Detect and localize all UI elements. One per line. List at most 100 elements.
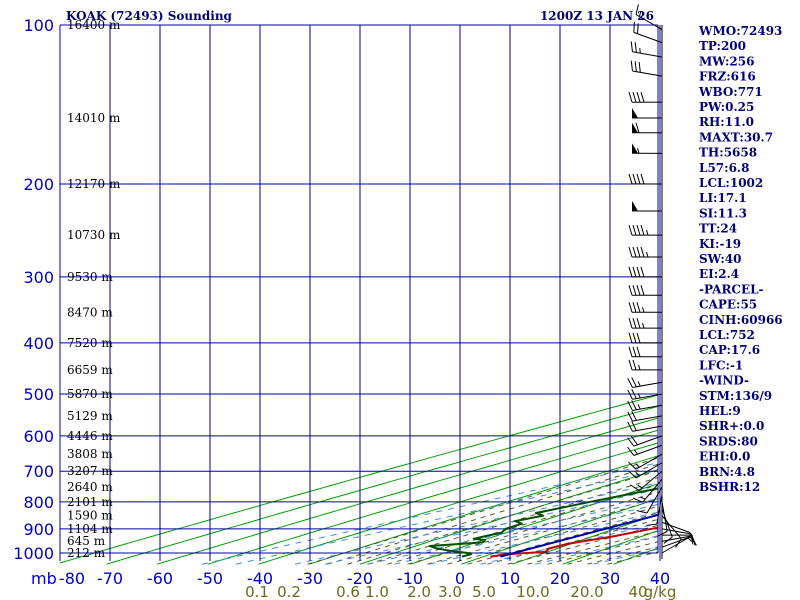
index-value: SI:11.3 [699,206,747,220]
index-value: BRN:4.8 [699,465,755,479]
index-value: L57:6.8 [699,161,749,175]
mixing-ratio-line [235,469,658,565]
index-value: LCL:752 [699,328,755,342]
index-value: LCL:1002 [699,176,763,190]
pressure-tick-label: 900 [23,520,54,539]
mixing-ratio-label: 0.6 [336,583,360,600]
temperature-labels: -80 -70 -60 -50 -40 -30 -20 -10 0 10 20 30 40 mb [31,569,670,588]
temperature-tick-label: 20 [550,569,570,588]
index-value: RH:11.0 [699,115,754,129]
mixing-ratio-label: 40 [628,583,647,600]
index-value: TT:24 [699,222,737,236]
wind-barb [661,521,691,538]
wind-barb [628,332,663,344]
isobar-isotherm-grid [59,24,661,561]
height-label: 2101 m [67,495,113,509]
index-value: KI:-19 [699,237,741,251]
index-value: EHI:0.0 [699,450,750,464]
height-label: 9530 m [67,270,113,284]
pressure-unit-label: mb [31,569,57,588]
height-label: 3207 m [67,464,113,478]
mixing-ratio-line [534,535,658,565]
dry-adiabat [258,442,658,565]
mixing-ratio-label: g/kg [644,583,677,600]
index-value: SRDS:80 [699,434,758,448]
mixing-ratio-line [429,511,658,565]
wind-barb [631,122,663,134]
index-value: CINH:60966 [699,313,783,327]
wind-barb [628,92,663,103]
wind-barb [628,246,663,258]
wind-barb [628,173,663,185]
wind-barb [636,486,663,514]
pressure-tick-label: 1000 [13,544,54,563]
index-value: HEL:9 [699,404,741,418]
dry-adiabat [106,405,658,565]
index-value: PW:0.25 [699,100,754,114]
index-value: FRZ:616 [699,70,756,84]
height-label: 5870 m [67,387,113,401]
temperature-tick-label: 10 [500,569,520,588]
wind-barb [635,4,663,30]
mixing-ratio-label: 20.0 [570,583,603,600]
temperature-tick-label: -40 [247,569,273,588]
mixing-ratio-labels: 0.1 0.2 0.6 1.0 2.0 3.0 5.0 10.0 20.0 40g/kg [245,583,676,600]
mixing-ratio-label: 1.0 [365,583,389,600]
moist-adiabat [407,491,658,565]
mixing-ratio-line [394,503,658,565]
index-value: SHR+:0.0 [699,419,764,433]
temperature-tick-label: -60 [147,569,173,588]
index-value: SW:40 [699,252,741,266]
dry-adiabat [309,455,658,565]
pressure-tick-label: 100 [23,16,54,35]
chart-title: KOAK (72493) Sounding [66,9,233,23]
height-label: 7520 m [67,336,113,350]
pressure-tick-label: 400 [23,334,54,353]
wind-barb [628,266,663,278]
height-label: 5129 m [67,409,113,423]
temperature-tick-label: 0 [455,569,465,588]
height-label: 2640 m [67,480,113,494]
wind-barb [661,534,696,546]
moist-adiabat [487,518,658,565]
wind-barb [628,462,663,479]
temperature-tick-label: -50 [197,569,223,588]
dry-adiabat [410,483,658,565]
index-value: -PARCEL- [699,282,764,296]
wind-barb [631,143,663,154]
wind-barb [628,317,663,329]
height-label: 1590 m [67,509,113,523]
pressure-tick-label: 200 [23,175,54,194]
temperature-tick-label: 30 [600,569,620,588]
wind-barb [628,359,663,371]
wind-barb [630,60,663,77]
index-value: BSHR:12 [699,480,760,494]
mixing-ratio-label: 2.0 [407,583,431,600]
mixing-ratio-line [480,523,658,565]
dry-adiabat [207,429,658,565]
wind-barb [628,453,663,470]
temperature-tick-label: 40 [650,569,670,588]
mixing-ratio-label: 0.2 [277,583,301,600]
pressure-labels: 100 200 300 400 500 600 700 800 900 1000 [13,16,54,563]
dewpoint-trace [428,487,658,558]
temperature-tick-label: -70 [97,569,123,588]
wind-barb [646,494,663,526]
wind-barbs [627,4,697,559]
index-value: LFC:-1 [699,358,743,372]
wind-barb [630,470,663,491]
height-label: 645 m [67,534,106,548]
index-value: TP:200 [699,39,746,53]
temperature-tick-label: -10 [397,569,423,588]
height-label: 8470 m [67,305,113,319]
pressure-tick-label: 700 [23,462,54,481]
height-labels: 16400 m 14010 m 12170 m 10730 m 9530 m 8470 m… [67,18,121,560]
wind-barb [627,421,663,432]
index-value: CAPE:55 [699,298,757,312]
pressure-tick-label: 500 [23,385,54,404]
mixing-ratio-line [324,488,658,565]
height-label: 14010 m [67,111,121,125]
height-label: 12170 m [67,177,121,191]
wind-barb [631,107,663,119]
